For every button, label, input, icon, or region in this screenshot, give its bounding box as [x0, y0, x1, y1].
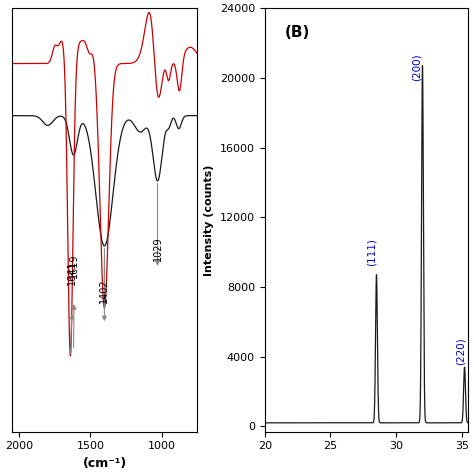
Text: 1619: 1619: [69, 254, 79, 279]
Text: (B): (B): [285, 25, 310, 40]
Text: (200): (200): [411, 54, 421, 82]
Text: (220): (220): [456, 337, 465, 365]
Y-axis label: Intensity (counts): Intensity (counts): [204, 164, 214, 275]
X-axis label: (cm⁻¹): (cm⁻¹): [82, 457, 127, 470]
Text: 1402: 1402: [100, 279, 109, 303]
Text: 1029: 1029: [153, 236, 163, 261]
Text: (111): (111): [366, 238, 376, 266]
Text: 1641: 1641: [67, 261, 77, 285]
